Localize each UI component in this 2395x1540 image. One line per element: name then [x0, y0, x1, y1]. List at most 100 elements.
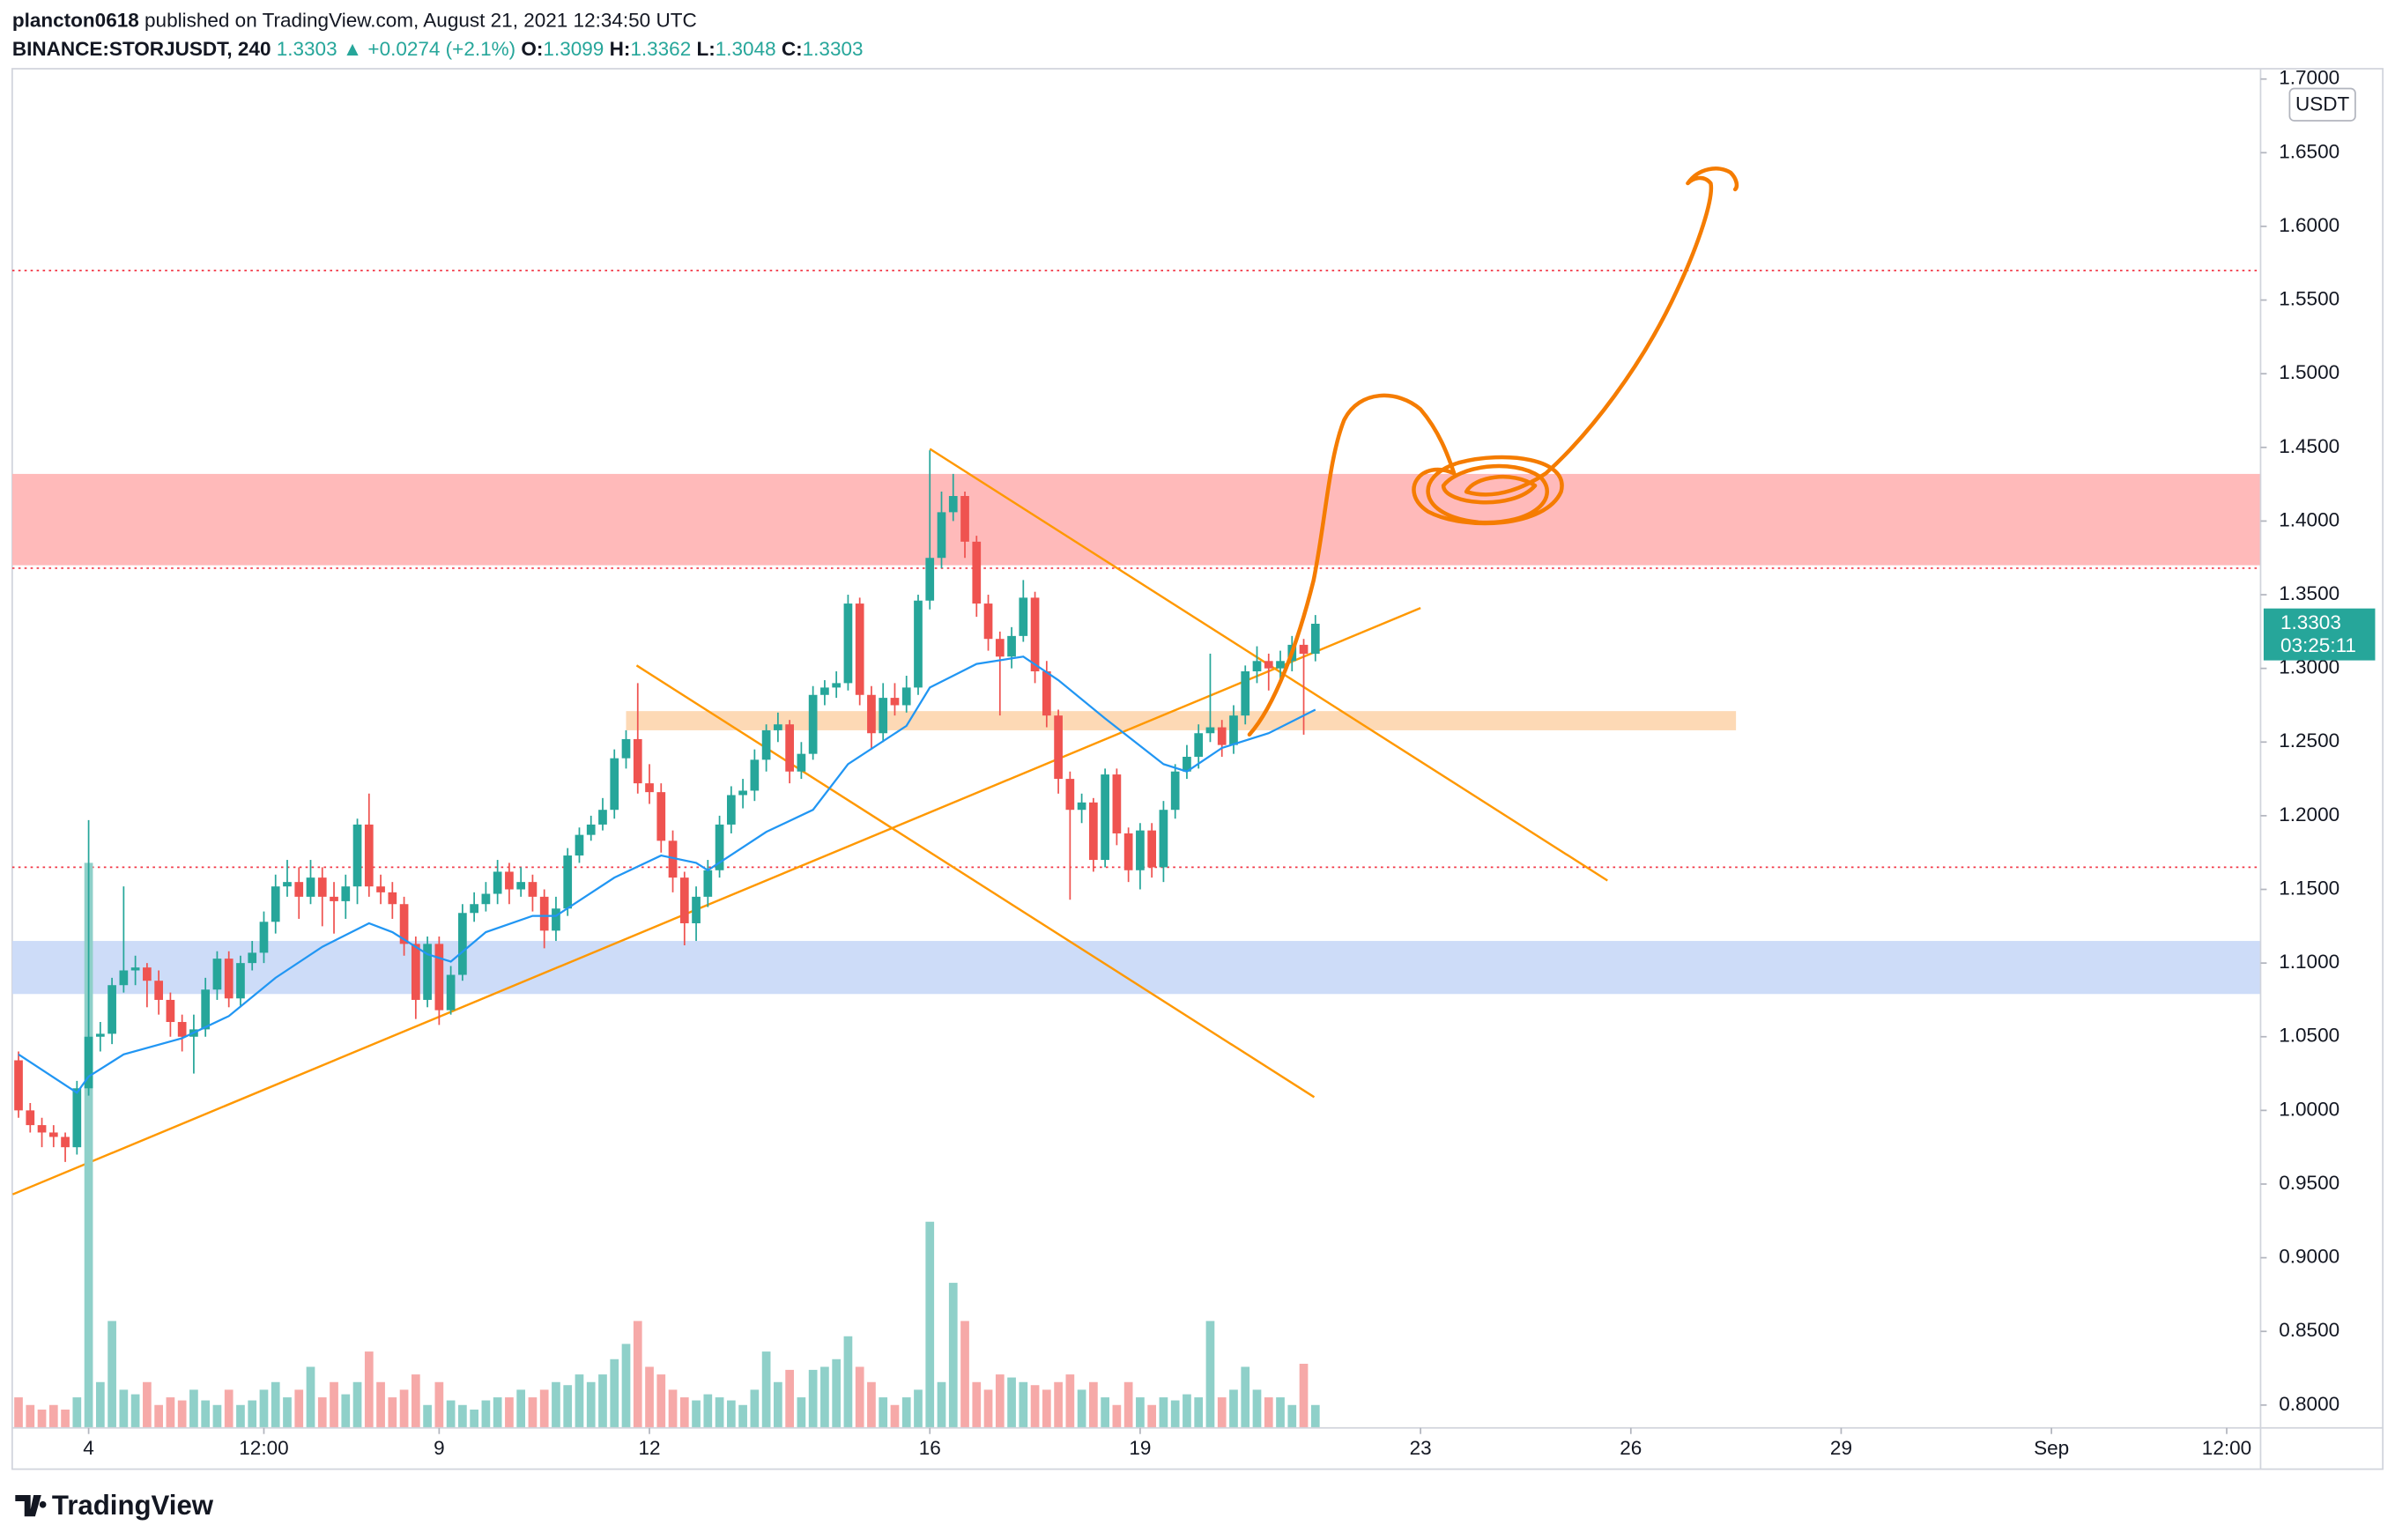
volume-bar	[1229, 1389, 1238, 1428]
y-tick-label: 1.5000	[2279, 361, 2339, 383]
volume-bar	[458, 1404, 467, 1428]
unit-label: USDT	[2295, 93, 2350, 115]
x-tick-label: 16	[919, 1437, 941, 1459]
candle-body	[1089, 802, 1098, 861]
volume-bar	[621, 1344, 631, 1428]
volume-bar	[995, 1374, 1005, 1428]
volume-bar	[236, 1404, 245, 1428]
y-tick-label: 0.9000	[2279, 1246, 2339, 1268]
volume-bar	[960, 1321, 969, 1428]
volume-bar	[364, 1351, 374, 1428]
candle-body	[750, 759, 760, 791]
candle-body	[423, 944, 432, 1000]
volume-bar	[294, 1389, 304, 1428]
candle-body	[656, 792, 666, 841]
ema-line	[18, 655, 1316, 1094]
candle-body	[914, 600, 923, 688]
candle-body	[364, 824, 374, 887]
candle-body	[341, 886, 351, 901]
candle-body	[1065, 779, 1075, 811]
volume-bar	[446, 1400, 456, 1428]
candle-body	[95, 1033, 105, 1037]
volume-bar	[633, 1321, 642, 1428]
volume-bar	[937, 1381, 946, 1428]
y-tick-label: 1.6500	[2279, 140, 2339, 162]
volume-bar	[271, 1381, 280, 1428]
volume-bar	[703, 1394, 713, 1428]
candle-body	[820, 687, 829, 695]
volume-bar	[1030, 1385, 1040, 1428]
volume-bar	[201, 1400, 211, 1428]
candle-body	[692, 896, 701, 923]
y-tick-label: 1.4500	[2279, 435, 2339, 457]
volume-bar	[1054, 1381, 1063, 1428]
candle-body	[715, 824, 724, 870]
candle-body	[1310, 623, 1320, 655]
candle-body	[539, 896, 549, 931]
candle-body	[1264, 661, 1273, 669]
candle-body	[376, 886, 385, 892]
candle-body	[37, 1125, 47, 1133]
candle-body	[1077, 802, 1086, 811]
candle-body	[201, 989, 211, 1030]
volume-bar	[411, 1374, 420, 1428]
candle-body	[330, 896, 338, 901]
y-tick-label: 1.2500	[2279, 729, 2339, 751]
volume-bar	[14, 1397, 23, 1428]
volume-bar	[668, 1389, 678, 1428]
volume-bar	[259, 1389, 269, 1428]
candle-body	[143, 967, 152, 981]
volume-bar	[37, 1409, 47, 1428]
header-line-1: plancton0618 published on TradingView.co…	[12, 9, 697, 31]
ohlc-value: 1.3362	[630, 38, 691, 60]
volume-bar	[330, 1381, 338, 1428]
candle-body	[481, 893, 491, 905]
candle-body	[1159, 810, 1168, 868]
volume-bar	[166, 1397, 175, 1428]
series-layer	[14, 450, 1320, 1428]
volume-bar	[528, 1397, 538, 1428]
ohlc-label: C:	[782, 38, 803, 60]
candle-body	[283, 882, 292, 887]
volume-bar	[656, 1374, 666, 1428]
footer-brand: TradingView	[52, 1490, 214, 1521]
volume-bar	[552, 1381, 560, 1428]
volume-bar	[1147, 1404, 1157, 1428]
candle-body	[26, 1110, 35, 1126]
x-tick-label: 4	[83, 1437, 94, 1459]
candle-body	[119, 970, 129, 986]
volume-bar	[679, 1397, 689, 1428]
ohlc-label: L:	[696, 38, 715, 60]
candle-body	[399, 904, 409, 944]
candle-body	[528, 882, 538, 897]
y-tick-label: 1.1500	[2279, 877, 2339, 899]
candle-body	[774, 724, 782, 730]
ohlc-label: O:	[521, 38, 543, 60]
volume-bar	[61, 1409, 70, 1428]
candle-body	[259, 922, 269, 953]
y-tick-label: 1.2000	[2279, 803, 2339, 826]
volume-bar	[1217, 1397, 1227, 1428]
volume-bar	[48, 1404, 58, 1428]
volume-bar	[1123, 1381, 1133, 1428]
candle-body	[645, 783, 654, 793]
x-tick-label: 12:00	[2202, 1437, 2251, 1459]
volume-bar	[388, 1397, 397, 1428]
header-line-2: BINANCE:STORJUSDT, 240 1.3303 ▲ +0.0274 …	[12, 38, 864, 60]
ohlc-label: H:	[610, 38, 631, 60]
candle-body	[738, 790, 747, 796]
candle-body	[797, 753, 806, 772]
volume-bar	[1112, 1404, 1122, 1428]
volume-bar	[972, 1381, 982, 1428]
candle-body	[212, 959, 222, 990]
candle-body	[1123, 833, 1133, 870]
volume-bar	[879, 1397, 888, 1428]
candle-body	[1147, 830, 1157, 868]
candle-body	[901, 687, 911, 706]
volume-bar	[610, 1359, 619, 1428]
candle-body	[785, 724, 794, 772]
published: published on TradingView.com, August 21,…	[145, 9, 697, 31]
candle-body	[84, 1036, 93, 1089]
x-tick-label: 9	[434, 1437, 445, 1459]
candle-body	[236, 963, 245, 999]
